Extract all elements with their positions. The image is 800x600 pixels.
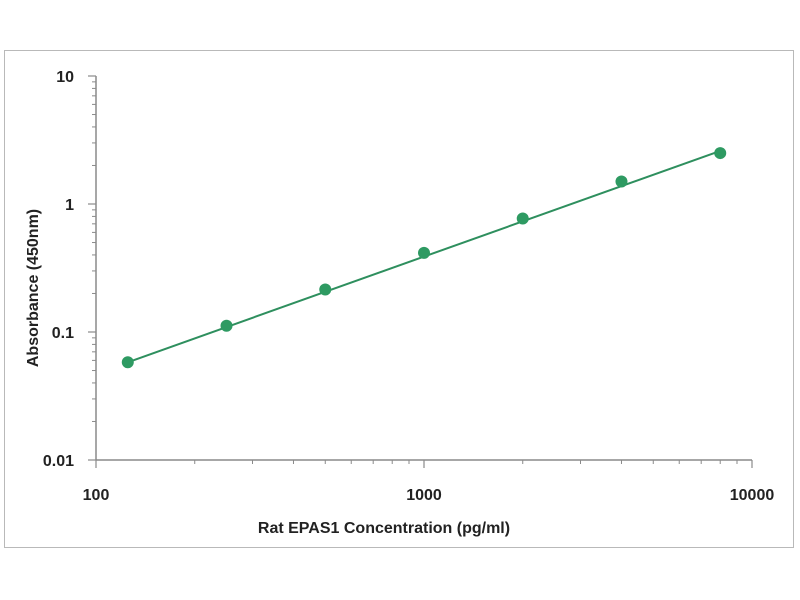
y-axis-title: Absorbance (450nm) [25,209,42,367]
y-tick-label: 1 [65,197,74,214]
x-axis-title: Rat EPAS1 Concentration (pg/ml) [258,520,510,537]
data-point [319,283,332,296]
data-point [615,175,628,188]
x-tick-label: 10000 [730,487,775,504]
data-point [220,319,233,332]
axes [95,76,752,461]
tick-labels: 10 1 0.1 0.01 100 1000 10000 [43,69,774,504]
y-tick-label: 10 [56,69,74,86]
y-tick-label: 0.01 [43,453,74,470]
x-tick-label: 1000 [406,487,442,504]
x-tick-label: 100 [83,487,110,504]
data-point [418,246,430,259]
y-tick-label: 0.1 [52,325,74,342]
ticks [88,75,753,468]
data-point [121,356,134,369]
data-points [121,147,727,369]
data-point [516,212,529,225]
data-point [714,147,727,160]
chart-frame [4,50,794,548]
